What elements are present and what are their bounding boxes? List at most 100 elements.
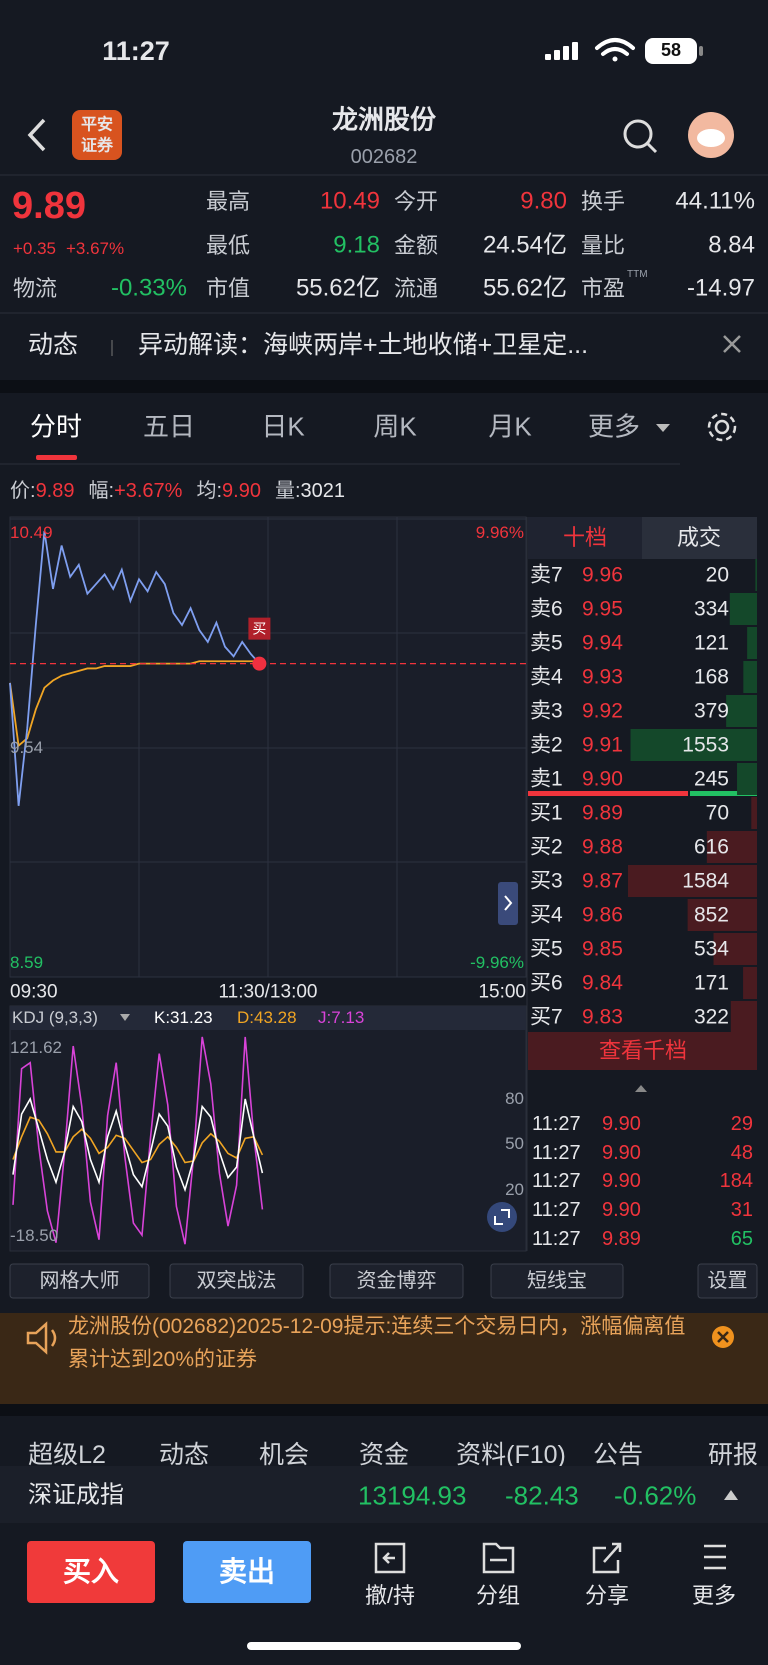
sell-label[interactable]: 卖出 xyxy=(218,1556,276,1588)
book-tab[interactable]: 十档 xyxy=(562,524,608,550)
level-price: 9.94 xyxy=(582,631,623,655)
action-label[interactable]: 撤/持 xyxy=(364,1582,416,1608)
bid-line xyxy=(690,791,757,796)
pct-label: 9.96% xyxy=(475,522,524,542)
close-news[interactable] xyxy=(723,335,741,353)
trades-tab-bg[interactable] xyxy=(642,517,757,559)
section-tab[interactable]: 机会 xyxy=(258,1441,310,1469)
book-tab[interactable]: 成交 xyxy=(676,524,722,550)
more-book-bg[interactable] xyxy=(528,1032,757,1070)
info-value: 9.90 xyxy=(222,480,261,502)
y-tick-label: 80 xyxy=(505,1088,524,1108)
volume-bar xyxy=(743,967,757,999)
section-tab[interactable]: 资金 xyxy=(358,1441,410,1469)
action-label[interactable]: 分组 xyxy=(475,1582,521,1608)
trade-price: 9.90 xyxy=(602,1170,641,1193)
trade-time: 11:27 xyxy=(532,1227,581,1250)
stat-value: 10.49 xyxy=(319,187,380,215)
tool-label[interactable]: 设置 xyxy=(707,1270,748,1292)
indicator-value: K:31.23 xyxy=(154,1007,213,1027)
level-volume: 1553 xyxy=(682,733,729,757)
level-label: 卖6 xyxy=(530,597,563,621)
price-change: +0.35 xyxy=(13,238,57,258)
trade-volume: 65 xyxy=(730,1227,753,1250)
tool-label[interactable]: 短线宝 xyxy=(527,1270,587,1292)
stat-value: 44.11% xyxy=(675,187,755,215)
action-label[interactable]: 分享 xyxy=(584,1582,630,1608)
level-label: 买5 xyxy=(530,937,563,961)
section-tab[interactable]: 公告 xyxy=(592,1441,644,1469)
more-caret xyxy=(656,424,670,432)
trade-volume: 48 xyxy=(730,1141,753,1164)
stat-value: 55.62亿 xyxy=(482,274,567,302)
level-volume: 1584 xyxy=(682,869,729,893)
level-price: 9.86 xyxy=(582,903,623,927)
level-volume: 20 xyxy=(705,563,729,587)
sell-button[interactable] xyxy=(183,1541,311,1603)
buy-button[interactable] xyxy=(27,1541,155,1603)
level-label: 买7 xyxy=(530,1005,563,1029)
chart-tab[interactable]: 分时 xyxy=(29,411,83,442)
price-line xyxy=(9,530,261,806)
level-price: 9.93 xyxy=(582,665,623,689)
clock: 11:27 xyxy=(102,35,170,66)
buy-marker-bg xyxy=(248,617,271,640)
index-bar[interactable] xyxy=(0,1466,768,1523)
stat-label: 流通 xyxy=(394,275,439,301)
search-icon[interactable] xyxy=(623,119,653,149)
wifi xyxy=(595,38,635,62)
trade-time: 11:27 xyxy=(532,1199,581,1222)
news-tag[interactable]: 动态 xyxy=(28,331,79,359)
level-volume: 171 xyxy=(693,971,729,995)
section-tab[interactable]: 动态 xyxy=(158,1441,210,1469)
more-book[interactable]: 查看千档 xyxy=(598,1037,688,1063)
chart-tab[interactable]: 更多 xyxy=(587,411,641,442)
logo-text: 平安 xyxy=(80,116,114,134)
trade-price: 9.89 xyxy=(602,1227,641,1250)
level-label: 卖2 xyxy=(530,733,563,757)
level-price: 9.87 xyxy=(582,869,623,893)
index-arrow[interactable] xyxy=(724,1490,738,1500)
settings-icon[interactable] xyxy=(707,412,737,442)
fullscreen[interactable] xyxy=(487,1202,517,1232)
gap xyxy=(0,380,768,393)
level-label: 卖4 xyxy=(530,665,563,689)
buy-label[interactable]: 买入 xyxy=(62,1556,120,1588)
info-label: 均: xyxy=(196,480,223,502)
volume-bar xyxy=(743,661,757,693)
speaker-icon xyxy=(26,1321,57,1355)
action-label[interactable]: 更多 xyxy=(691,1582,737,1608)
avg-line xyxy=(9,660,260,748)
volume-bar xyxy=(726,695,757,727)
volume-bar xyxy=(713,933,757,965)
tool-label[interactable]: 网格大师 xyxy=(39,1270,120,1292)
chart-tab[interactable]: 月K xyxy=(488,411,532,442)
expand-arrow[interactable] xyxy=(498,882,518,925)
chart-tab[interactable]: 周K xyxy=(373,411,417,442)
tool-button xyxy=(329,1263,464,1299)
stock-code: 002682 xyxy=(350,146,418,168)
level-volume: 168 xyxy=(693,665,729,689)
tool-label[interactable]: 双突战法 xyxy=(196,1270,277,1292)
x-tick-label: 15:00 xyxy=(478,981,526,1003)
trade-price: 9.90 xyxy=(602,1141,641,1164)
info-label: 量: xyxy=(274,480,301,502)
info-label: 价: xyxy=(10,480,36,502)
chart-tab[interactable]: 五日 xyxy=(142,411,196,442)
stock-name: 龙洲股份 xyxy=(331,104,437,135)
battery-level: 58 xyxy=(660,40,682,61)
indicator-value: D:43.28 xyxy=(237,1007,297,1027)
tab-underline xyxy=(36,455,77,460)
back-icon[interactable] xyxy=(27,118,46,152)
chart-tab[interactable]: 日K xyxy=(261,411,305,442)
level-price: 9.83 xyxy=(582,1005,623,1029)
indicator-label[interactable]: KDJ (9,3,3) xyxy=(12,1007,98,1027)
section-tab[interactable]: 研报 xyxy=(707,1441,759,1469)
section-tab[interactable]: 资料(F10) xyxy=(456,1441,566,1469)
level-volume: 616 xyxy=(693,835,729,859)
section-tab[interactable]: 超级L2 xyxy=(28,1441,106,1469)
news-text[interactable]: 异动解读：海峡两岸+土地收储+卫星定... xyxy=(138,331,589,359)
tool-label[interactable]: 资金博弈 xyxy=(356,1270,437,1292)
level-price: 9.91 xyxy=(582,733,623,757)
